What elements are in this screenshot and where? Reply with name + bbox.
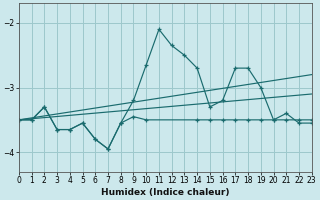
X-axis label: Humidex (Indice chaleur): Humidex (Indice chaleur) <box>101 188 229 197</box>
